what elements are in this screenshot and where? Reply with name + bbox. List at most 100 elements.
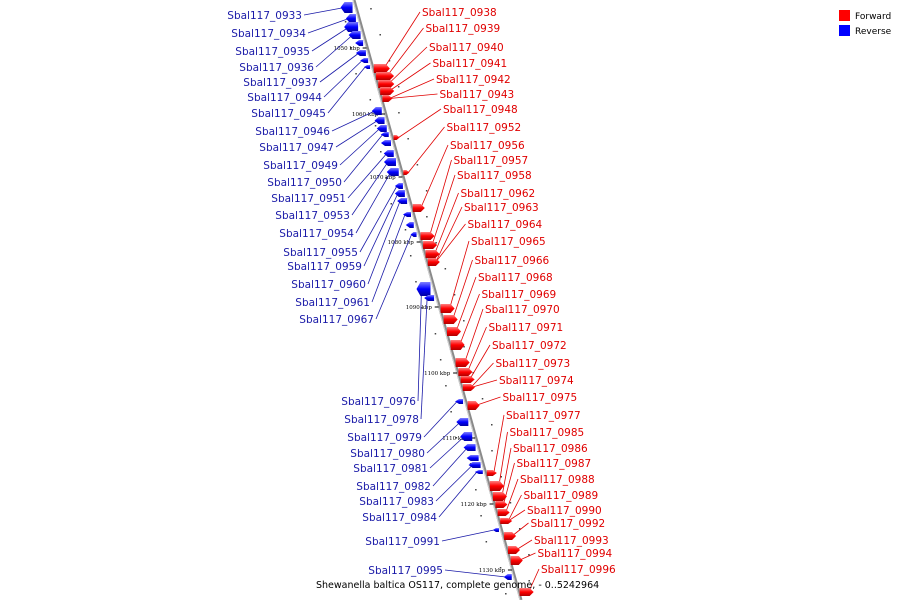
forward-gene-label[interactable]: Sbal117_0964 [468,219,543,231]
reverse-gene-feature[interactable] [405,222,414,228]
forward-gene-feature[interactable] [382,95,393,102]
forward-gene-feature[interactable] [492,492,507,501]
forward-gene-feature[interactable] [507,546,520,554]
reverse-gene-feature[interactable] [403,212,412,217]
reverse-gene-feature[interactable] [394,190,405,197]
forward-gene-feature[interactable] [450,340,465,350]
forward-gene-feature[interactable] [455,358,470,367]
reverse-gene-label[interactable]: Sbal117_0983 [359,496,434,508]
reverse-gene-feature[interactable] [380,140,391,146]
forward-gene-label[interactable]: Sbal117_0963 [464,202,539,214]
reverse-gene-label[interactable]: Sbal117_0946 [255,126,330,138]
forward-gene-feature[interactable] [467,401,480,410]
reverse-gene-feature[interactable] [376,125,387,132]
reverse-gene-label[interactable]: Sbal117_0935 [235,46,310,58]
reverse-gene-feature[interactable] [371,107,382,115]
forward-gene-label[interactable]: Sbal117_0942 [436,74,511,86]
reverse-gene-label[interactable]: Sbal117_0959 [287,261,362,273]
reverse-gene-feature[interactable] [463,444,476,451]
reverse-gene-label[interactable]: Sbal117_0967 [299,314,374,326]
forward-gene-label[interactable]: Sbal117_0965 [471,236,546,248]
forward-gene-feature[interactable] [447,327,462,336]
forward-gene-label[interactable]: Sbal117_0939 [426,23,501,35]
reverse-gene-label[interactable]: Sbal117_0978 [344,414,419,426]
forward-gene-feature[interactable] [460,376,475,383]
forward-gene-label[interactable]: Sbal117_0943 [440,89,515,101]
reverse-gene-label[interactable]: Sbal117_0976 [341,396,416,408]
reverse-gene-label[interactable]: Sbal117_0982 [356,481,431,493]
reverse-gene-feature[interactable] [492,528,499,532]
reverse-gene-feature[interactable] [394,183,403,189]
forward-gene-feature[interactable] [497,509,510,516]
forward-gene-label[interactable]: Sbal117_0969 [482,289,557,301]
reverse-gene-label[interactable]: Sbal117_0945 [251,108,326,120]
reverse-gene-feature[interactable] [345,14,356,23]
forward-gene-feature[interactable] [425,250,440,258]
reverse-gene-label[interactable]: Sbal117_0949 [263,160,338,172]
reverse-gene-feature[interactable] [383,150,394,157]
forward-gene-feature[interactable] [427,258,440,266]
forward-gene-feature[interactable] [510,556,523,565]
reverse-gene-feature[interactable] [360,58,369,63]
forward-gene-feature[interactable] [519,588,534,596]
forward-gene-label[interactable]: Sbal117_0975 [503,392,578,404]
forward-gene-feature[interactable] [504,532,517,540]
forward-gene-label[interactable]: Sbal117_0993 [534,535,609,547]
reverse-gene-feature[interactable] [386,168,399,176]
reverse-gene-label[interactable]: Sbal117_0944 [247,92,322,104]
forward-gene-label[interactable]: Sbal117_0971 [489,322,564,334]
forward-gene-label[interactable]: Sbal117_0996 [541,564,616,576]
reverse-gene-label[interactable]: Sbal117_0981 [353,463,428,475]
forward-gene-feature[interactable] [376,72,395,80]
forward-gene-label[interactable]: Sbal117_0957 [454,155,529,167]
forward-gene-feature[interactable] [373,64,390,73]
reverse-gene-feature[interactable] [503,574,512,580]
forward-gene-feature[interactable] [423,241,438,249]
forward-gene-label[interactable]: Sbal117_0990 [527,505,602,517]
reverse-gene-feature[interactable] [374,117,385,124]
forward-gene-feature[interactable] [380,87,395,95]
reverse-gene-feature[interactable] [455,399,464,404]
reverse-gene-label[interactable]: Sbal117_0984 [362,512,437,524]
reverse-gene-feature[interactable] [383,158,396,166]
forward-gene-label[interactable]: Sbal117_0992 [531,518,606,530]
reverse-gene-label[interactable]: Sbal117_0953 [275,210,350,222]
reverse-gene-feature[interactable] [344,22,359,32]
forward-gene-feature[interactable] [440,304,455,313]
reverse-gene-label[interactable]: Sbal117_0960 [291,279,366,291]
forward-gene-label[interactable]: Sbal117_0956 [450,140,525,152]
reverse-gene-label[interactable]: Sbal117_0991 [365,536,440,548]
forward-gene-feature[interactable] [486,470,497,476]
reverse-gene-feature[interactable] [348,31,361,39]
reverse-gene-feature[interactable] [364,65,371,69]
reverse-gene-feature[interactable] [397,198,408,204]
forward-gene-label[interactable]: Sbal117_0970 [485,304,560,316]
reverse-gene-label[interactable]: Sbal117_0955 [283,247,358,259]
reverse-gene-feature[interactable] [468,462,481,468]
reverse-gene-feature[interactable] [355,40,364,46]
reverse-gene-feature[interactable] [340,2,353,13]
reverse-gene-feature[interactable] [355,50,366,56]
forward-gene-label[interactable]: Sbal117_0958 [457,170,532,182]
reverse-gene-label[interactable]: Sbal117_0936 [239,62,314,74]
reverse-gene-feature[interactable] [474,470,483,474]
reverse-gene-feature[interactable] [466,455,479,461]
reverse-gene-feature[interactable] [456,418,469,426]
reverse-gene-label[interactable]: Sbal117_0934 [231,28,306,40]
forward-gene-feature[interactable] [412,204,425,212]
forward-gene-label[interactable]: Sbal117_0968 [478,272,553,284]
reverse-gene-feature[interactable] [460,432,473,441]
forward-gene-label[interactable]: Sbal117_0987 [517,458,592,470]
reverse-gene-label[interactable]: Sbal117_0995 [368,565,443,577]
forward-gene-feature[interactable] [462,384,475,391]
forward-gene-label[interactable]: Sbal117_0986 [513,443,588,455]
reverse-gene-label[interactable]: Sbal117_0937 [243,77,318,89]
forward-gene-feature[interactable] [489,481,504,491]
reverse-gene-feature[interactable] [410,232,417,237]
reverse-gene-label[interactable]: Sbal117_0954 [279,228,354,240]
forward-gene-label[interactable]: Sbal117_0977 [506,410,581,422]
reverse-gene-label[interactable]: Sbal117_0947 [259,142,334,154]
forward-gene-label[interactable]: Sbal117_0938 [422,7,497,19]
forward-gene-label[interactable]: Sbal117_0985 [510,427,585,439]
forward-gene-feature[interactable] [458,368,473,376]
